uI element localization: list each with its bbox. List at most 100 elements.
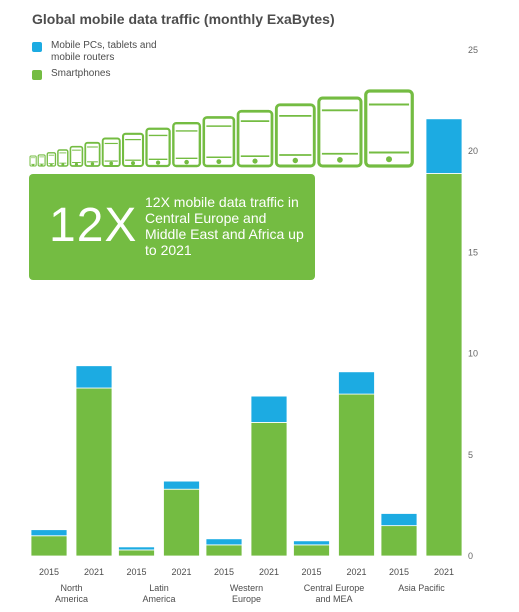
x-tick-year: 2021 bbox=[434, 567, 454, 577]
callout-text: 12X mobile data traffic in Central Europ… bbox=[145, 194, 304, 258]
callout-multiplier: 12X bbox=[49, 199, 138, 252]
phone-body bbox=[121, 132, 145, 168]
phone-body bbox=[101, 137, 121, 167]
group-label: and MEA bbox=[315, 594, 352, 604]
phone-button bbox=[90, 162, 95, 166]
bar-segment bbox=[293, 540, 330, 546]
phone-button bbox=[184, 159, 189, 165]
bar-segment bbox=[425, 118, 463, 174]
bar-segment bbox=[293, 544, 330, 557]
phone-button bbox=[337, 157, 343, 163]
phone-button bbox=[155, 160, 161, 165]
bar-segment bbox=[75, 387, 113, 557]
phone-button bbox=[216, 159, 222, 165]
phone-body bbox=[145, 127, 171, 168]
phone-button bbox=[74, 162, 78, 166]
phone-icon bbox=[57, 149, 69, 167]
bar-segment bbox=[250, 395, 288, 423]
bar-segment bbox=[205, 544, 243, 557]
legend-label-smartphones: Smartphones bbox=[51, 68, 111, 79]
group-label: Europe bbox=[232, 594, 261, 604]
y-tick-label: 10 bbox=[468, 349, 478, 359]
phone-icon bbox=[84, 141, 101, 167]
phone-body bbox=[364, 89, 414, 168]
phone-body bbox=[236, 109, 274, 168]
group-label: Western bbox=[230, 583, 263, 593]
phone-button bbox=[50, 163, 53, 167]
phone-icon bbox=[145, 127, 171, 168]
x-tick-year: 2015 bbox=[214, 567, 234, 577]
phone-button bbox=[61, 163, 65, 166]
x-tick-year: 2021 bbox=[84, 567, 104, 577]
phone-body bbox=[317, 96, 363, 168]
bar-segment bbox=[205, 538, 243, 546]
bar-segment bbox=[425, 173, 463, 557]
phone-body bbox=[57, 149, 69, 167]
phone-icon bbox=[46, 152, 57, 167]
phone-icon bbox=[364, 89, 414, 168]
phone-icon bbox=[69, 145, 84, 167]
legend-swatch-smartphones bbox=[32, 70, 42, 80]
phone-button bbox=[32, 164, 35, 167]
phone-button bbox=[40, 163, 43, 167]
chart-title: Global mobile data traffic (monthly ExaB… bbox=[32, 11, 335, 27]
phone-body bbox=[172, 122, 202, 168]
legend-item-smartphones: Smartphones bbox=[32, 68, 191, 80]
phone-icon bbox=[317, 96, 363, 168]
y-tick-label: 15 bbox=[468, 247, 478, 257]
phone-body bbox=[84, 141, 101, 167]
x-tick-year: 2015 bbox=[39, 567, 59, 577]
group-label: Asia Pacific bbox=[398, 583, 445, 593]
x-tick-year: 2015 bbox=[126, 567, 146, 577]
group-label: America bbox=[55, 594, 88, 604]
phone-icon bbox=[37, 154, 46, 167]
x-tick-year: 2021 bbox=[346, 567, 366, 577]
bar-segment bbox=[338, 393, 375, 557]
group-label: Central Europe bbox=[304, 583, 365, 593]
phone-button bbox=[252, 158, 258, 164]
bar-segment bbox=[118, 549, 155, 557]
phone-icon bbox=[172, 122, 202, 168]
phone-button bbox=[131, 161, 136, 166]
legend-swatch-mobile-pcs bbox=[32, 42, 42, 52]
legend-item-mobile-pcs: Mobile PCs, tablets and mobile routers bbox=[32, 40, 191, 64]
phone-body bbox=[274, 103, 316, 168]
phone-icon bbox=[202, 116, 236, 168]
bar-segment bbox=[30, 535, 68, 557]
phone-icon bbox=[101, 137, 121, 167]
bar-segment bbox=[338, 371, 375, 395]
phone-button bbox=[292, 157, 299, 164]
group-label: America bbox=[142, 594, 175, 604]
bar-segment bbox=[30, 529, 68, 537]
bar-segment bbox=[163, 488, 200, 557]
phone-icon bbox=[29, 155, 37, 167]
bar-segment bbox=[380, 525, 418, 557]
y-tick-label: 5 bbox=[468, 450, 473, 460]
phone-icon bbox=[274, 103, 316, 168]
y-tick-label: 25 bbox=[468, 45, 478, 55]
phone-button bbox=[109, 161, 114, 166]
phone-body bbox=[202, 116, 236, 168]
phone-icon bbox=[121, 132, 145, 168]
callout-box: 12X 12X mobile data traffic in Central E… bbox=[29, 174, 315, 280]
y-tick-label: 20 bbox=[468, 146, 478, 156]
bar-segment bbox=[380, 513, 418, 527]
bar-segment bbox=[163, 480, 200, 490]
y-tick-label: 0 bbox=[468, 551, 473, 561]
group-label: Latin bbox=[149, 583, 169, 593]
group-label: North bbox=[60, 583, 82, 593]
legend-label-mobile-pcs: Mobile PCs, tablets and mobile routers bbox=[51, 40, 157, 63]
bar-segment bbox=[118, 546, 155, 551]
x-tick-year: 2015 bbox=[301, 567, 321, 577]
x-tick-year: 2015 bbox=[389, 567, 409, 577]
bar-segment bbox=[250, 422, 288, 557]
x-tick-year: 2021 bbox=[171, 567, 191, 577]
phone-body bbox=[69, 145, 84, 167]
phone-button bbox=[386, 156, 393, 163]
bar-segment bbox=[75, 365, 113, 389]
phone-icon bbox=[236, 109, 274, 168]
x-tick-year: 2021 bbox=[259, 567, 279, 577]
